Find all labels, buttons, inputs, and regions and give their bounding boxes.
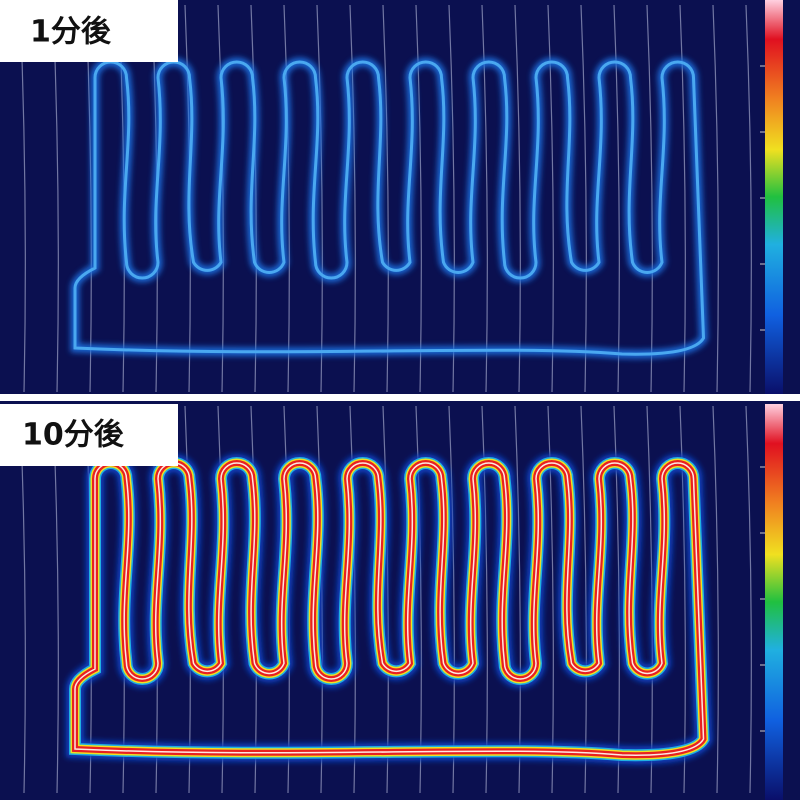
grid-line xyxy=(514,405,521,794)
grid-line xyxy=(283,4,290,393)
grid-line xyxy=(382,405,389,794)
grid-line xyxy=(514,4,521,393)
grid-line xyxy=(712,405,719,794)
grid-line xyxy=(745,4,752,393)
label-box xyxy=(0,0,178,62)
grid-line xyxy=(547,4,554,393)
grid-line xyxy=(646,4,653,393)
grid-line xyxy=(382,4,389,393)
grid-line xyxy=(580,4,587,393)
heater-layer xyxy=(19,4,765,794)
color-bar xyxy=(765,404,783,800)
panel-label: 1分後 xyxy=(30,15,112,50)
color-bar xyxy=(765,0,783,394)
heater-line xyxy=(74,462,705,756)
grid-line xyxy=(448,405,455,794)
grid-line xyxy=(580,405,587,794)
grid-line xyxy=(349,4,356,393)
grid-line xyxy=(316,4,323,393)
panel-label: 10分後 xyxy=(22,418,125,453)
grid-line xyxy=(481,4,488,393)
grid-line xyxy=(448,4,455,393)
grid-line xyxy=(613,4,620,393)
grid-line xyxy=(679,4,686,393)
grid-line xyxy=(745,405,752,794)
heater-line xyxy=(73,60,706,356)
grid-line xyxy=(712,4,719,393)
label-box xyxy=(0,404,178,466)
grid-line xyxy=(415,4,422,393)
grid-line xyxy=(250,4,257,393)
